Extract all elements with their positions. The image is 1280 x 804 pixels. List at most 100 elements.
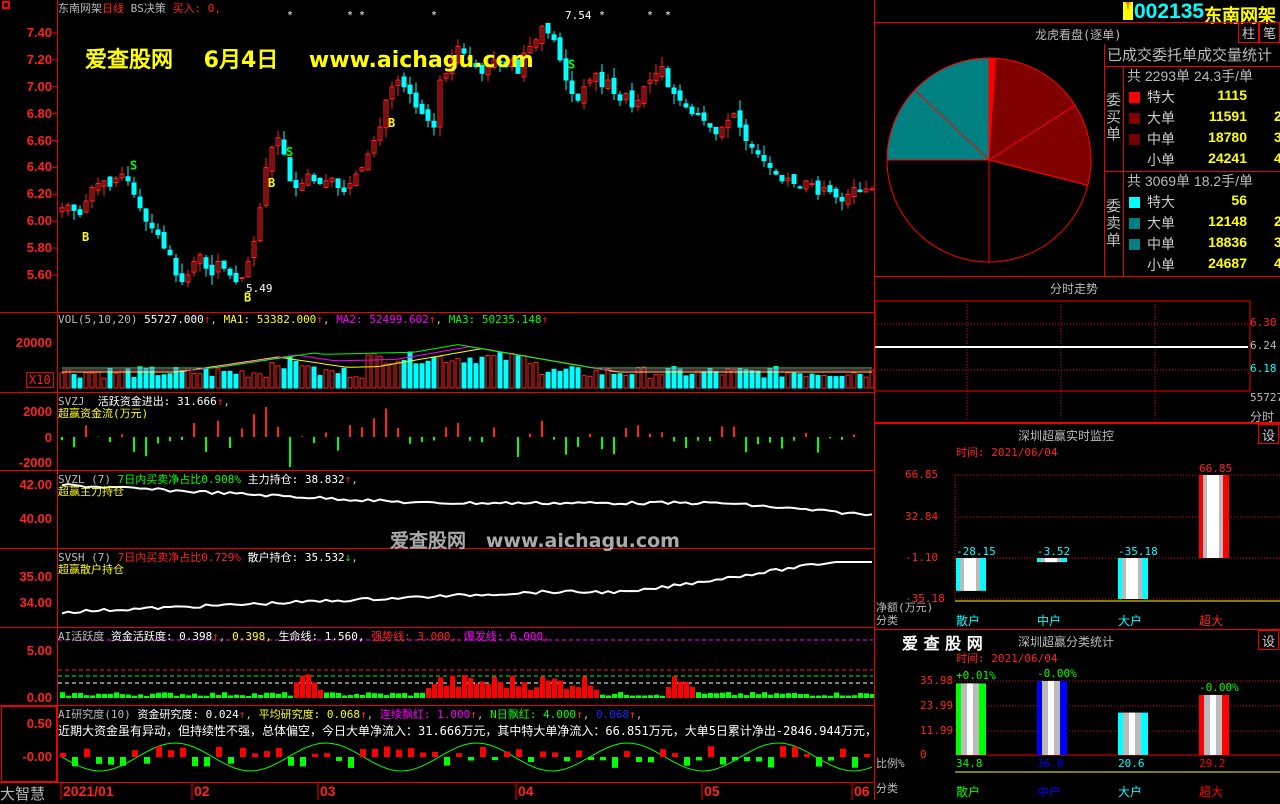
candle bbox=[503, 61, 509, 68]
volume-bar bbox=[803, 376, 809, 389]
volume-bar bbox=[113, 372, 119, 389]
candle bbox=[797, 186, 803, 189]
period-label[interactable]: 日线 bbox=[102, 2, 124, 15]
activity-bar bbox=[372, 693, 377, 698]
volume-bar bbox=[581, 375, 587, 389]
activity-bar bbox=[528, 689, 533, 698]
volume-bar bbox=[317, 375, 323, 389]
research-bar bbox=[132, 750, 138, 757]
volume-bar bbox=[167, 373, 173, 389]
candle bbox=[563, 58, 569, 81]
volume-bar bbox=[419, 363, 425, 389]
candle bbox=[293, 180, 299, 189]
candle bbox=[95, 183, 101, 191]
corner-icon[interactable] bbox=[2, 1, 10, 9]
stock-name: 东南网架 bbox=[58, 2, 102, 15]
candle bbox=[617, 94, 623, 101]
candle bbox=[59, 207, 65, 213]
change-label: -0.00% bbox=[1037, 666, 1077, 680]
ai-research-v5: 0.068 bbox=[595, 708, 630, 721]
svzl-tick: 42.00 bbox=[19, 477, 52, 492]
stats-row: 小单 24241 44% bbox=[1127, 150, 1280, 171]
research-bar bbox=[480, 747, 486, 757]
sell-signal: S bbox=[286, 145, 293, 159]
ratio-value-label: 20.6 bbox=[1118, 757, 1145, 770]
activity-bar bbox=[744, 695, 749, 698]
bar-view-button[interactable]: 柱 bbox=[1238, 22, 1259, 43]
activity-bar bbox=[840, 695, 845, 698]
volume-bar bbox=[461, 362, 467, 389]
category-label: 超大 bbox=[1199, 614, 1224, 628]
stats-row: 特大560% bbox=[1127, 192, 1280, 213]
row-value: 11591 bbox=[1208, 108, 1247, 124]
monitor-ylabel: 净额(万元) bbox=[876, 601, 934, 614]
volume-bar bbox=[377, 355, 383, 389]
category-label: 散户 bbox=[956, 785, 981, 799]
monitor-y-tick: -1.10 bbox=[905, 551, 939, 564]
change-label: -0.00% bbox=[1199, 680, 1239, 694]
monitor-settings-button[interactable]: 设 bbox=[1258, 424, 1279, 444]
volume-bar bbox=[485, 355, 491, 389]
candle bbox=[203, 257, 209, 269]
row-pct: 44% bbox=[1273, 150, 1280, 166]
candle bbox=[299, 183, 305, 191]
candle bbox=[833, 188, 839, 198]
row-label: 特大 bbox=[1147, 89, 1175, 105]
stats-title: 已成交委托单成交量统计 bbox=[1107, 46, 1273, 64]
star-marker: * bbox=[431, 10, 437, 21]
activity-bar bbox=[522, 682, 527, 698]
price-tick: 7.40 bbox=[26, 25, 52, 40]
candle bbox=[551, 34, 557, 41]
candle bbox=[305, 173, 311, 186]
svzl-value: 主力持仓: 38.832 bbox=[247, 473, 345, 486]
activity-bar bbox=[408, 695, 413, 698]
research-bar bbox=[648, 757, 654, 763]
volume-bar bbox=[521, 355, 527, 389]
candle bbox=[185, 274, 191, 283]
research-bar bbox=[720, 757, 726, 765]
ai-active-tick: 0.00 bbox=[26, 690, 52, 705]
volume-bar bbox=[329, 370, 335, 389]
activity-bar bbox=[342, 695, 347, 698]
tick-view-button[interactable]: 笔 bbox=[1259, 22, 1280, 43]
activity-bar bbox=[600, 694, 605, 698]
sell-total: 共 3069单 18.2手/单 bbox=[1127, 173, 1254, 189]
volume-bar bbox=[863, 376, 869, 389]
vol-unit-button[interactable]: X10 bbox=[26, 372, 54, 388]
research-bar bbox=[696, 757, 702, 761]
ratio-bar-highlight bbox=[967, 683, 973, 755]
activity-bar bbox=[750, 692, 755, 698]
activity-bar bbox=[282, 692, 287, 698]
candle bbox=[359, 166, 365, 172]
monitor-y-tick: 32.84 bbox=[905, 510, 939, 523]
intraday-title: 分时走势 bbox=[1050, 282, 1099, 296]
activity-bar bbox=[774, 693, 779, 698]
candle bbox=[533, 39, 539, 48]
classify-logo: 爱 查 股 网 bbox=[902, 634, 983, 653]
ai-active-v5: 爆发线: 6.000, bbox=[463, 630, 550, 643]
color-swatch bbox=[1129, 197, 1140, 208]
row-label: 中单 bbox=[1147, 131, 1175, 147]
app-logo: 大智慧 bbox=[0, 785, 46, 803]
research-bar bbox=[168, 750, 174, 757]
candle bbox=[593, 72, 599, 82]
research-bar bbox=[372, 748, 378, 757]
volume-bar bbox=[227, 370, 233, 389]
activity-bar bbox=[420, 692, 425, 698]
activity-bar bbox=[570, 685, 575, 698]
research-bar bbox=[804, 753, 810, 757]
watermark-url: www.aichagu.com bbox=[308, 48, 534, 73]
candle bbox=[635, 99, 641, 108]
candle bbox=[191, 260, 197, 273]
volume-bar bbox=[617, 373, 623, 389]
classify-settings-button[interactable]: 设 bbox=[1258, 630, 1279, 650]
volume-bar bbox=[533, 361, 539, 389]
category-label: 散户 bbox=[956, 614, 981, 628]
volume-bar bbox=[545, 371, 551, 389]
candle bbox=[767, 163, 773, 168]
activity-bar bbox=[666, 687, 671, 698]
date-label: 02 bbox=[194, 783, 210, 799]
research-bar bbox=[516, 749, 522, 757]
volume-bar bbox=[389, 363, 395, 389]
